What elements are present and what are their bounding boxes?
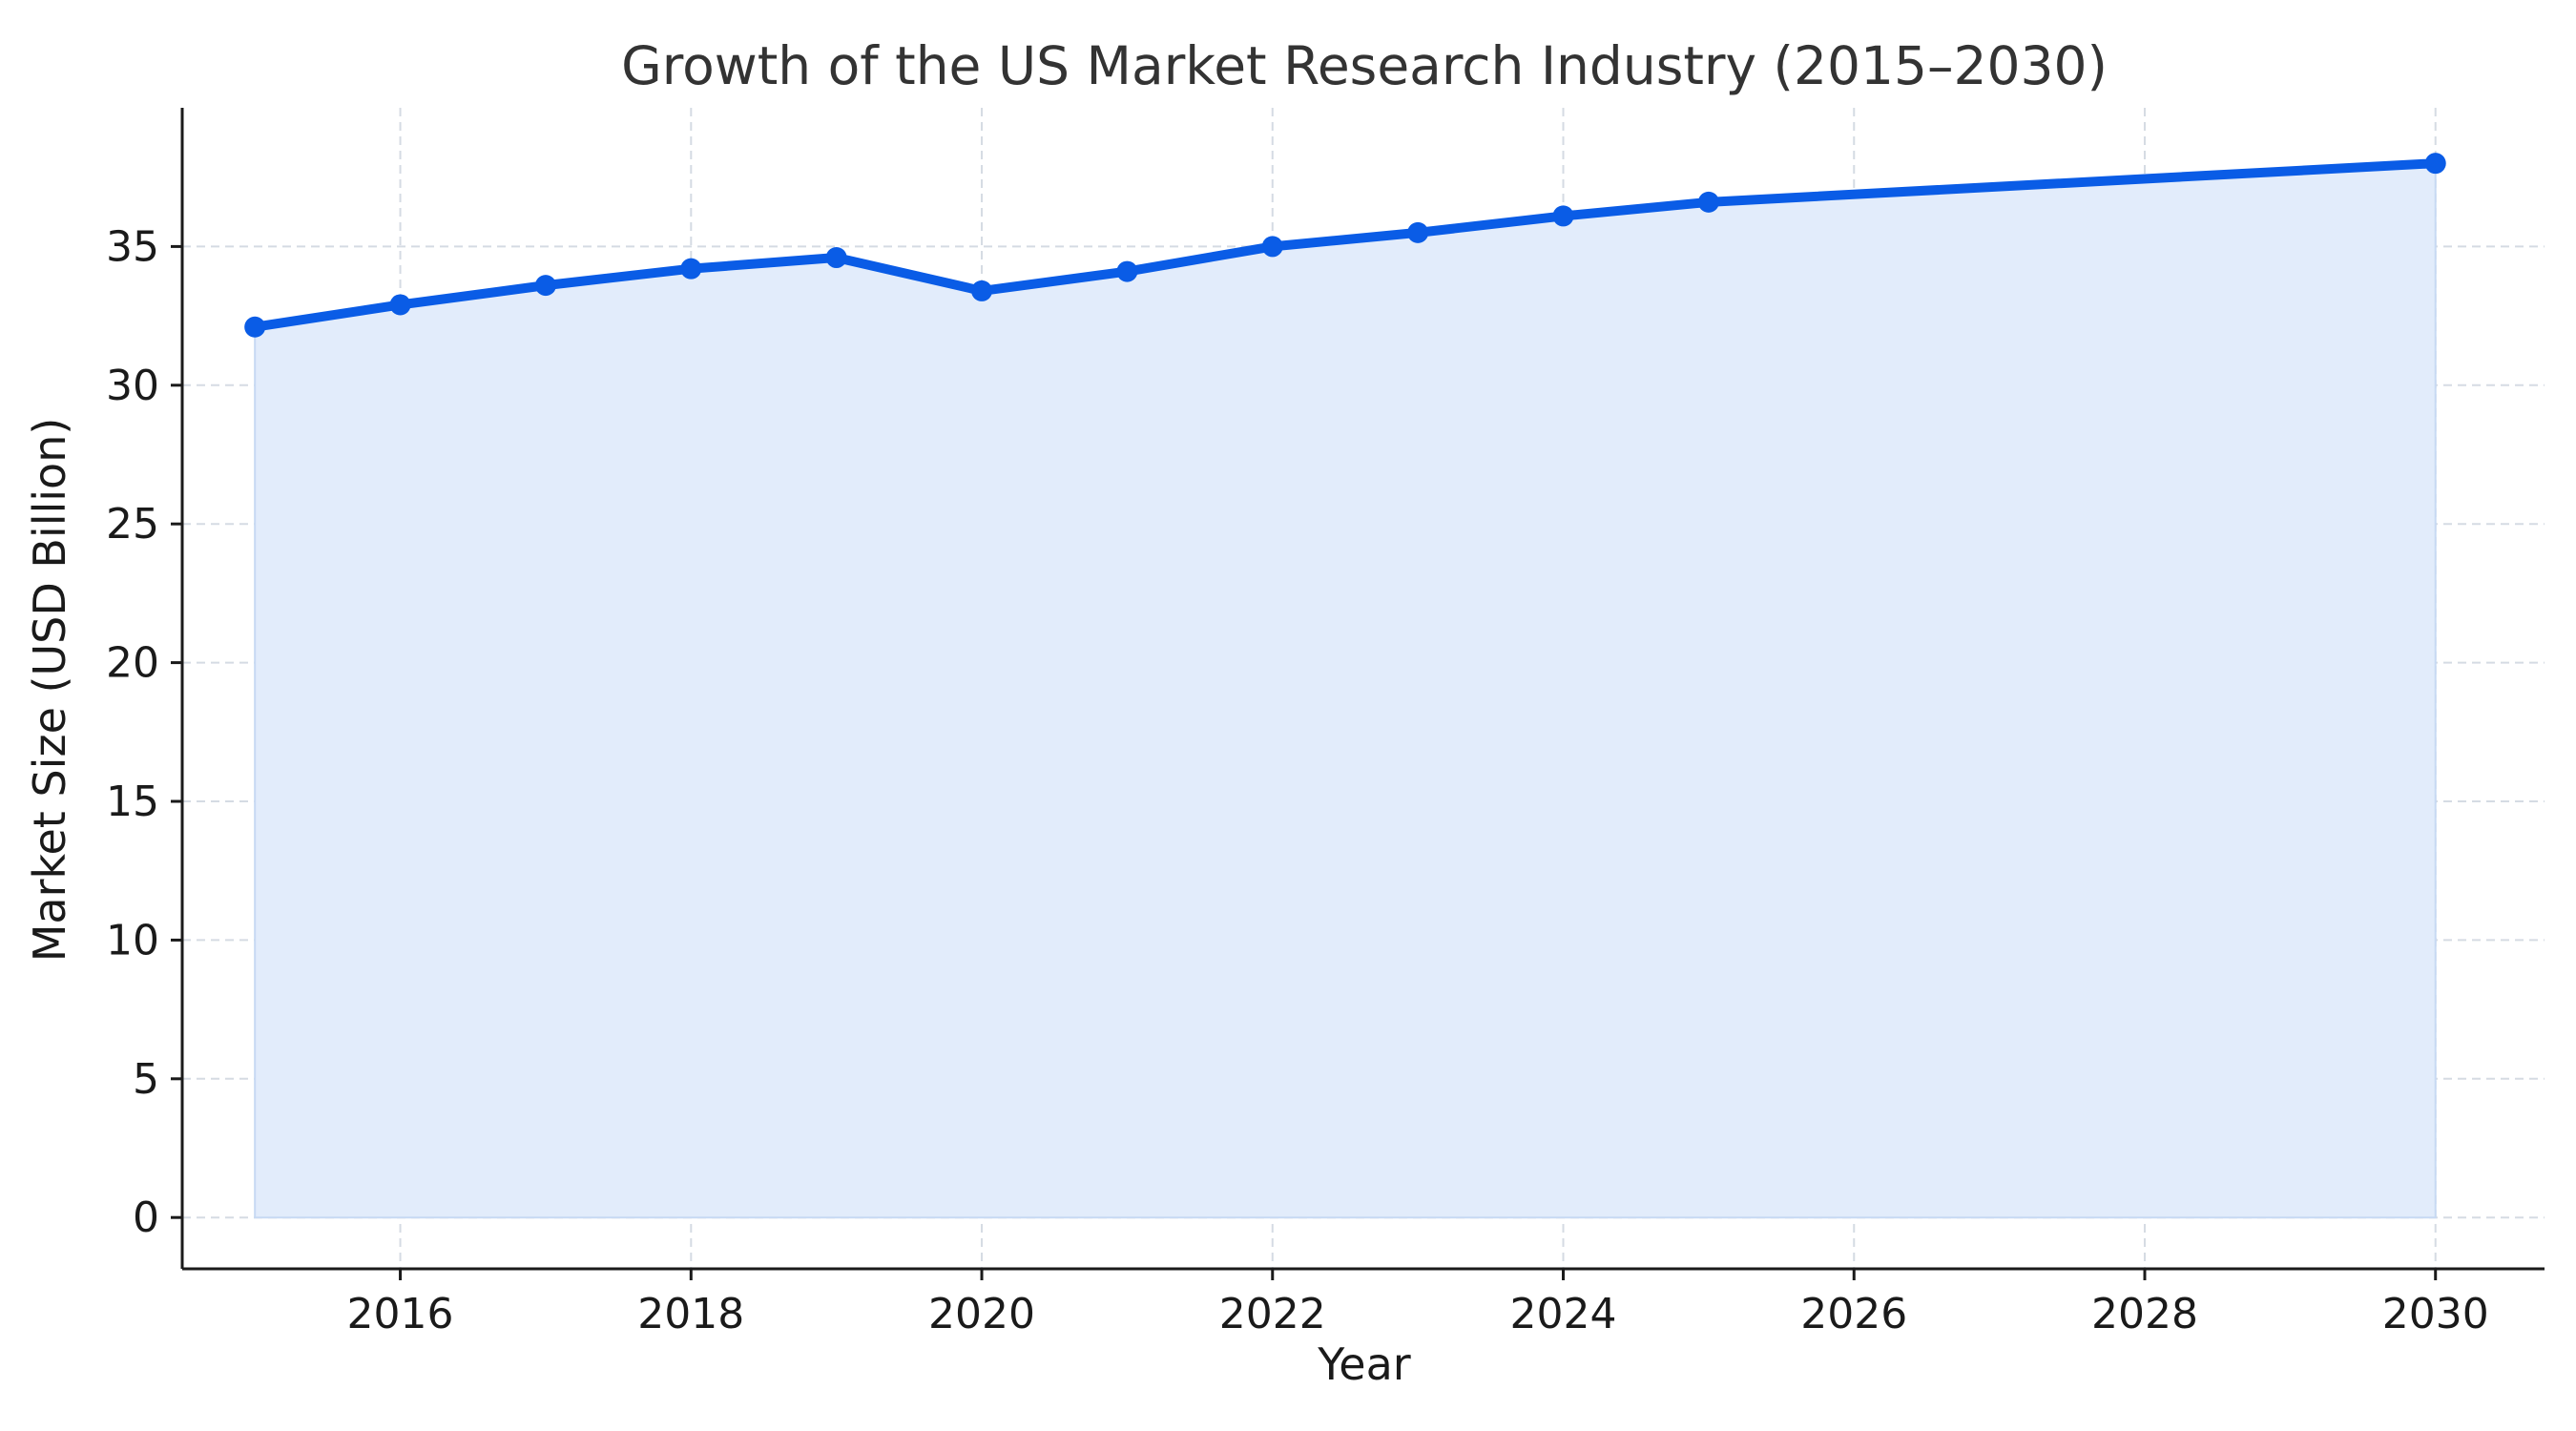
- data-point: [244, 316, 266, 338]
- y-tick-label: 5: [133, 1055, 159, 1104]
- line-layer: [250, 158, 2441, 332]
- y-tick-label: 10: [106, 916, 159, 964]
- data-point: [2424, 153, 2446, 175]
- x-tick-label: 2028: [2091, 1290, 2198, 1338]
- y-tick-label: 0: [133, 1193, 159, 1242]
- data-point: [1697, 191, 1719, 213]
- data-point: [1116, 260, 1138, 282]
- data-point: [1552, 205, 1574, 227]
- x-tick-label: 2016: [347, 1290, 454, 1338]
- y-axis-title: Market Size (USD Billion): [24, 418, 75, 963]
- y-tick-label: 35: [106, 222, 159, 271]
- x-tick-label: 2020: [928, 1290, 1035, 1338]
- y-tick-label: 30: [106, 362, 159, 410]
- data-point: [534, 275, 556, 297]
- x-tick-label: 2024: [1510, 1290, 1617, 1338]
- data-point: [971, 280, 993, 301]
- series-line: [250, 158, 2441, 332]
- tick-layer: 2016 2018 2020 2022 2024 2026 2028 203005101520…: [106, 222, 2489, 1338]
- x-tick-label: 2026: [1800, 1290, 1907, 1338]
- y-tick-label: 15: [106, 778, 159, 826]
- data-point: [825, 247, 847, 269]
- x-axis-title: Year: [1317, 1338, 1410, 1390]
- area-fill: [254, 162, 2437, 1219]
- marker-layer: [244, 153, 2446, 338]
- y-tick-label: 20: [106, 639, 159, 688]
- y-tick-label: 25: [106, 500, 159, 549]
- data-point: [680, 258, 702, 280]
- x-tick-label: 2030: [2382, 1290, 2489, 1338]
- x-tick-label: 2022: [1219, 1290, 1326, 1338]
- data-point: [389, 294, 411, 316]
- data-point: [1261, 236, 1283, 258]
- chart-title: Growth of the US Market Research Industr…: [621, 35, 2108, 96]
- axis-layer: [180, 108, 2545, 1271]
- x-tick-label: 2018: [637, 1290, 744, 1338]
- area-layer: [254, 162, 2437, 1219]
- data-point: [1407, 221, 1429, 243]
